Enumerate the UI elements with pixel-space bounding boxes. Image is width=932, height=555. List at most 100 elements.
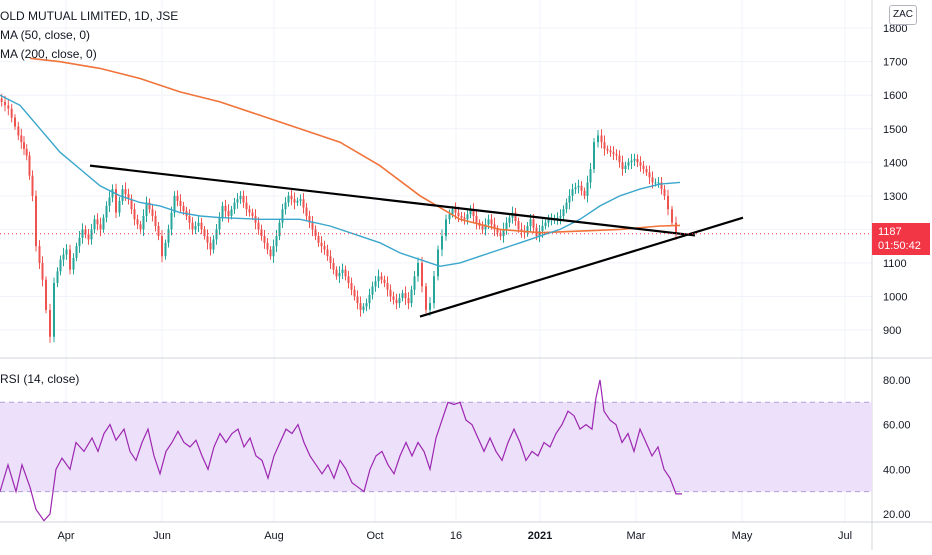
candle-body <box>311 222 314 230</box>
candle-body <box>56 271 59 284</box>
candle-body <box>347 276 350 284</box>
candle-body <box>368 294 371 304</box>
candle-body <box>81 229 84 238</box>
candle-body <box>115 189 117 213</box>
candle-body <box>332 262 335 270</box>
candle-body <box>314 229 317 237</box>
time-tick-label: Mar <box>627 530 646 542</box>
bar-countdown: 01:50:42 <box>878 240 921 252</box>
candle-body <box>398 298 401 304</box>
candle-body <box>472 209 475 216</box>
candle-body <box>41 262 44 280</box>
candle-body <box>410 289 413 304</box>
candle-body <box>645 169 648 173</box>
candle-body <box>425 286 427 310</box>
price-tick-label: 1300 <box>883 191 907 203</box>
candle-body <box>466 214 469 220</box>
candle-body <box>437 249 439 277</box>
candle-body <box>272 246 275 257</box>
candle-body <box>53 283 55 337</box>
candle-body <box>392 296 395 300</box>
price-tick-label: 900 <box>883 325 901 337</box>
candle-body <box>484 224 487 230</box>
candle-body <box>31 175 34 196</box>
candle-body <box>356 296 359 304</box>
candle-body <box>417 262 419 277</box>
candle-body <box>532 219 535 228</box>
candle-body <box>278 222 281 237</box>
candle-body <box>148 202 151 210</box>
candle-body <box>606 148 609 151</box>
candle-body <box>460 215 463 218</box>
ma200-legend[interactable]: MA (200, close, 0) <box>0 47 97 61</box>
price-tick-label: 1600 <box>883 90 907 102</box>
candle-body <box>559 215 562 218</box>
candle-body <box>251 212 254 216</box>
price-tick-label: 1400 <box>883 157 907 169</box>
candle-body <box>612 152 615 154</box>
candle-body <box>45 279 47 310</box>
candle-body <box>651 177 654 183</box>
time-tick-label: Jun <box>153 530 171 542</box>
candle-body <box>136 219 139 225</box>
candle-body <box>20 135 23 143</box>
candle-body <box>236 199 239 203</box>
ma200-line <box>29 57 681 234</box>
time-tick-label: Oct <box>366 530 383 542</box>
candle-body <box>65 249 68 255</box>
candle-body <box>407 298 410 304</box>
price-tick-label: 1700 <box>883 57 907 69</box>
candle-body <box>317 236 320 243</box>
candle-body <box>499 232 502 237</box>
candle-body <box>577 185 580 188</box>
candle-body <box>84 229 87 235</box>
rsi-tick-label: 40.00 <box>883 464 911 476</box>
currency-label[interactable]: ZAC <box>889 5 917 25</box>
candle-body <box>633 158 636 161</box>
candle-body <box>224 205 227 211</box>
candle-body <box>487 219 490 225</box>
candle-body <box>130 199 133 210</box>
candle-body <box>209 242 212 250</box>
candle-body <box>49 309 51 337</box>
candle-body <box>621 162 624 170</box>
candle-body <box>176 195 179 201</box>
candle-body <box>227 210 230 216</box>
candle-body <box>127 194 130 200</box>
candle-body <box>514 212 517 221</box>
candle-body <box>395 299 398 304</box>
candle-body <box>541 226 544 232</box>
candle-body <box>323 246 326 250</box>
candle-body <box>404 293 407 299</box>
candle-body <box>671 209 673 223</box>
candle-body <box>365 303 368 307</box>
rsi-legend[interactable]: RSI (14, close) <box>0 372 80 386</box>
candle-body <box>538 231 541 237</box>
candle-body <box>99 224 102 230</box>
candle-body <box>221 205 224 218</box>
candle-body <box>380 276 383 280</box>
candle-body <box>194 226 197 230</box>
candle-body <box>593 142 595 170</box>
candle-body <box>139 224 142 230</box>
time-tick-label: Jul <box>838 530 852 542</box>
time-tick-label: Apr <box>57 530 74 542</box>
candle-body <box>145 202 148 216</box>
candle-body <box>642 165 645 170</box>
candle-body <box>305 207 308 216</box>
candle-body <box>383 279 386 284</box>
candle-body <box>124 189 127 195</box>
candle-body <box>496 229 499 233</box>
rsi-tick-label: 20.00 <box>883 509 911 521</box>
candle-body <box>151 209 154 216</box>
candle-body <box>197 222 200 227</box>
candle-body <box>654 182 657 184</box>
candle-body <box>293 199 296 203</box>
ma50-legend[interactable]: MA (50, close, 0) <box>0 28 91 42</box>
candle-body <box>562 209 565 216</box>
candle-body <box>341 269 344 273</box>
candle-body <box>326 249 329 257</box>
candle-body <box>302 199 305 208</box>
